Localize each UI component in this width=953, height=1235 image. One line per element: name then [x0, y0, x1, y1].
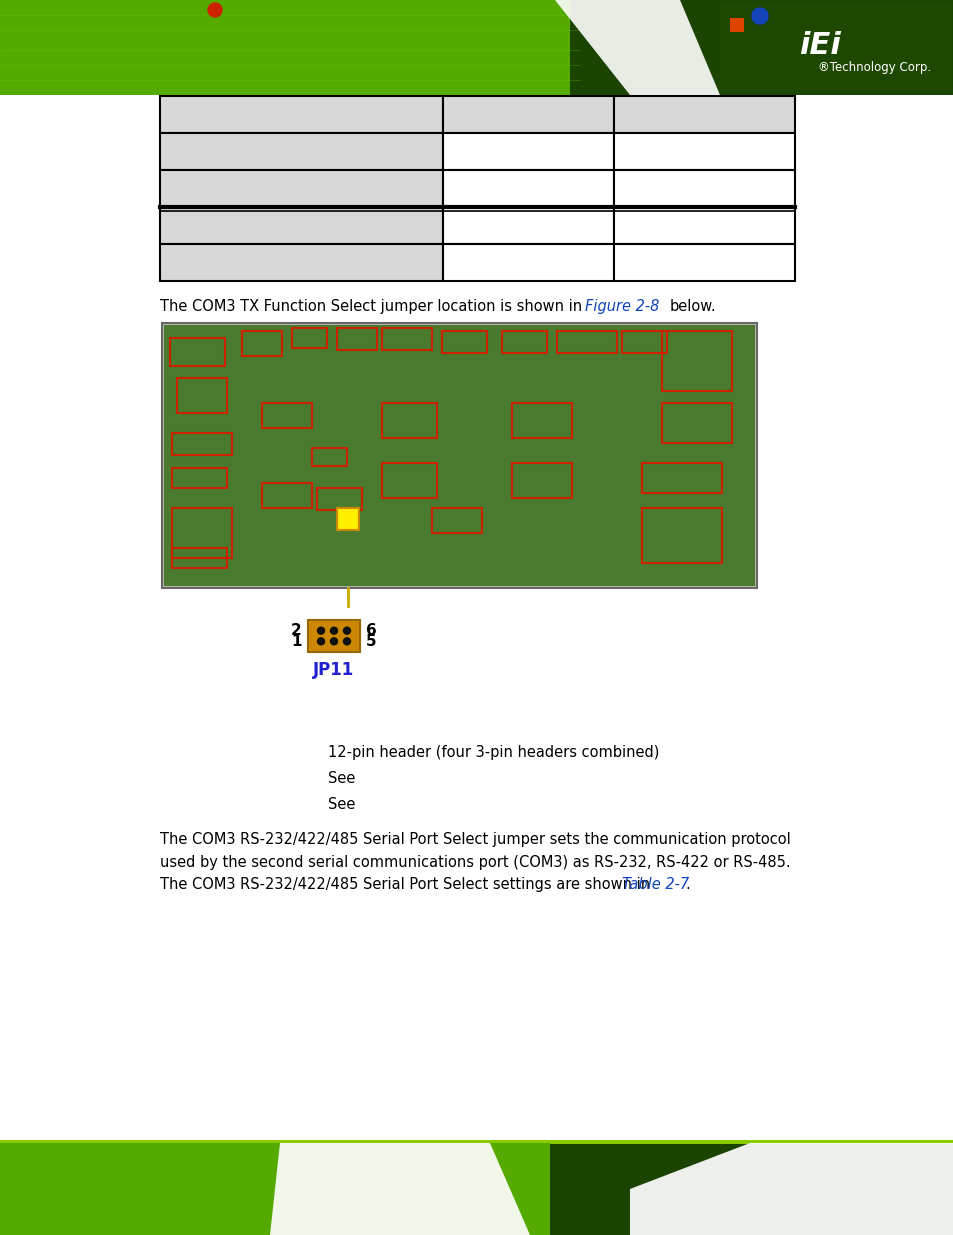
Bar	[381, 403, 436, 438]
Bar	[0, 0, 953, 95]
Circle shape	[751, 7, 767, 23]
Bar	[316, 488, 361, 510]
Circle shape	[330, 627, 337, 634]
Bar	[336, 508, 358, 530]
Bar	[641, 508, 721, 563]
Bar	[292, 329, 327, 348]
Circle shape	[343, 627, 350, 634]
Bar	[0, 1144, 953, 1235]
Polygon shape	[0, 1144, 550, 1235]
Bar	[614, 207, 794, 245]
Text: 12-pin header (four 3-pin headers combined): 12-pin header (four 3-pin headers combin…	[328, 745, 659, 760]
Bar	[160, 133, 442, 170]
Bar	[170, 338, 225, 366]
Bar	[160, 245, 442, 282]
Bar	[162, 324, 757, 588]
Bar	[262, 403, 312, 429]
Text: See: See	[328, 797, 355, 811]
Bar	[164, 325, 754, 585]
Bar	[381, 329, 432, 350]
Bar	[442, 245, 614, 282]
Bar	[512, 403, 572, 438]
Bar	[441, 331, 486, 353]
Polygon shape	[0, 0, 569, 95]
Bar	[614, 245, 794, 282]
Bar	[177, 378, 227, 412]
Bar	[614, 170, 794, 207]
Text: The COM3 RS-232/422/485 Serial Port Select jumper sets the communication protoco: The COM3 RS-232/422/485 Serial Port Sele…	[160, 832, 790, 847]
Bar	[661, 403, 731, 443]
Bar	[614, 96, 794, 133]
Text: Figure 2-8: Figure 2-8	[584, 299, 659, 314]
Text: The COM3 TX Function Select jumper location is shown in: The COM3 TX Function Select jumper locat…	[160, 299, 581, 314]
Bar	[442, 96, 614, 133]
Circle shape	[330, 637, 337, 645]
Bar	[432, 508, 481, 534]
Bar	[381, 463, 436, 498]
Bar	[262, 483, 312, 508]
Bar	[442, 133, 614, 170]
Bar	[0, 1140, 953, 1144]
Text: used by the second serial communications port (COM3) as RS-232, RS-422 or RS-485: used by the second serial communications…	[160, 855, 790, 869]
Bar	[160, 96, 442, 133]
Circle shape	[208, 2, 222, 17]
Bar	[614, 133, 794, 170]
Bar	[661, 331, 731, 391]
Bar	[308, 620, 359, 652]
Bar	[621, 331, 666, 353]
Text: below.: below.	[669, 299, 716, 314]
Bar	[720, 2, 951, 93]
Text: ®Technology Corp.: ®Technology Corp.	[818, 62, 930, 74]
Bar	[172, 468, 227, 488]
Bar	[641, 463, 721, 493]
Polygon shape	[270, 1144, 530, 1235]
Bar	[557, 331, 617, 353]
Bar	[336, 329, 376, 350]
Bar	[442, 207, 614, 245]
Bar	[729, 19, 743, 32]
Polygon shape	[555, 0, 720, 95]
Bar	[242, 331, 282, 356]
Text: JP11: JP11	[313, 661, 355, 679]
Bar	[160, 170, 442, 207]
Text: The COM3 RS-232/422/485 Serial Port Select settings are shown in: The COM3 RS-232/422/485 Serial Port Sele…	[160, 877, 649, 892]
Bar	[312, 448, 347, 466]
Text: 2: 2	[291, 624, 302, 638]
Text: Table 2-7: Table 2-7	[621, 877, 688, 892]
Circle shape	[343, 637, 350, 645]
Text: See: See	[328, 771, 355, 785]
Text: iEi: iEi	[799, 31, 840, 59]
Bar	[709, 0, 953, 95]
Text: .: .	[684, 877, 689, 892]
Bar	[160, 207, 442, 245]
Bar	[172, 433, 232, 454]
Bar	[512, 463, 572, 498]
Text: 6: 6	[366, 624, 376, 638]
Bar	[172, 508, 232, 558]
Circle shape	[317, 627, 324, 634]
Bar	[172, 548, 227, 568]
Bar	[442, 170, 614, 207]
Polygon shape	[629, 1144, 953, 1235]
Bar	[501, 331, 546, 353]
Text: 1: 1	[292, 634, 302, 648]
Circle shape	[317, 637, 324, 645]
Text: 5: 5	[366, 634, 376, 648]
